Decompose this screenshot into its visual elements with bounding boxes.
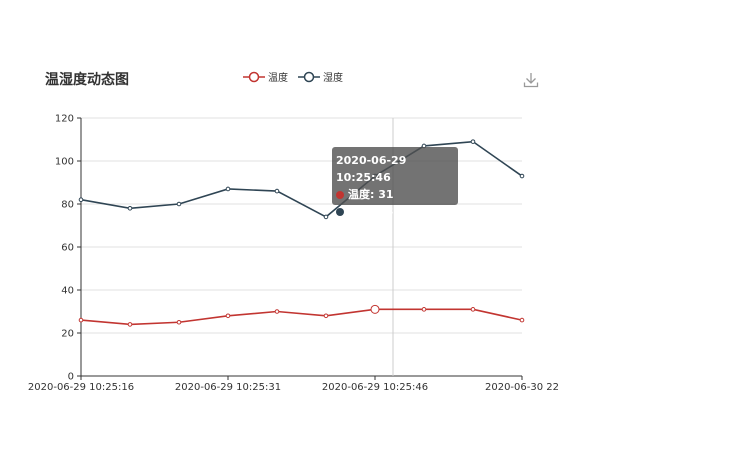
data-point bbox=[470, 307, 476, 312]
data-point bbox=[78, 197, 84, 202]
chart-title: 温湿度动态图 bbox=[45, 72, 129, 88]
x-tick-label: 2020-06-30 22 bbox=[485, 382, 559, 393]
data-point bbox=[78, 317, 84, 323]
data-point bbox=[225, 186, 231, 192]
download-icon[interactable] bbox=[523, 72, 539, 88]
legend-item-humidity[interactable]: 湿度 bbox=[298, 69, 343, 84]
tooltip-title: 2020-06-29 10:25:46 bbox=[336, 154, 407, 184]
legend-temperature-icon bbox=[243, 71, 265, 82]
legend-humidity-icon bbox=[298, 71, 320, 82]
tooltip-temperature-dot-icon bbox=[336, 190, 344, 199]
y-tick-label: 0 bbox=[68, 372, 74, 383]
data-point bbox=[421, 307, 427, 312]
y-tick-label: 100 bbox=[55, 157, 74, 168]
legend: 温度 湿度 bbox=[243, 69, 353, 84]
x-tick-label: 2020-06-29 10:25:46 bbox=[322, 382, 428, 393]
legend-item-temperature[interactable]: 温度 bbox=[243, 69, 288, 84]
y-tick-label: 80 bbox=[61, 200, 74, 211]
data-point bbox=[274, 188, 280, 194]
data-point bbox=[225, 313, 231, 319]
y-tick-label: 20 bbox=[61, 329, 74, 340]
tooltip-humidity-dot-icon bbox=[336, 207, 344, 216]
y-tick-label: 120 bbox=[55, 114, 74, 125]
tooltip-row-humidity: 湿度: 58 bbox=[336, 203, 458, 220]
y-tick-label: 60 bbox=[61, 243, 74, 254]
tooltip-row-temperature: 温度: 31 bbox=[336, 186, 458, 203]
tooltip: 2020-06-29 10:25:46 温度: 31 湿度: 58 bbox=[332, 147, 458, 218]
tooltip-humidity-value: 湿度: 58 bbox=[348, 205, 394, 218]
data-point bbox=[470, 139, 476, 144]
data-point bbox=[323, 313, 329, 319]
legend-temperature-label: 温度 bbox=[268, 73, 288, 84]
data-point bbox=[323, 214, 329, 220]
x-tick-label: 2020-06-29 10:25:16 bbox=[28, 382, 134, 393]
tooltip-temperature-value: 温度: 31 bbox=[348, 188, 394, 201]
series-line-0 bbox=[80, 308, 523, 326]
data-point bbox=[127, 206, 133, 211]
data-point bbox=[370, 304, 380, 314]
data-point bbox=[274, 309, 280, 314]
data-point bbox=[519, 173, 525, 179]
x-tick-label: 2020-06-29 10:25:31 bbox=[175, 382, 281, 393]
data-point bbox=[176, 201, 182, 207]
data-point bbox=[127, 322, 133, 327]
series-line-1 bbox=[80, 140, 523, 218]
y-tick-label: 40 bbox=[61, 286, 74, 297]
data-point bbox=[176, 319, 182, 325]
data-point bbox=[519, 317, 525, 323]
legend-humidity-label: 湿度 bbox=[323, 73, 343, 84]
